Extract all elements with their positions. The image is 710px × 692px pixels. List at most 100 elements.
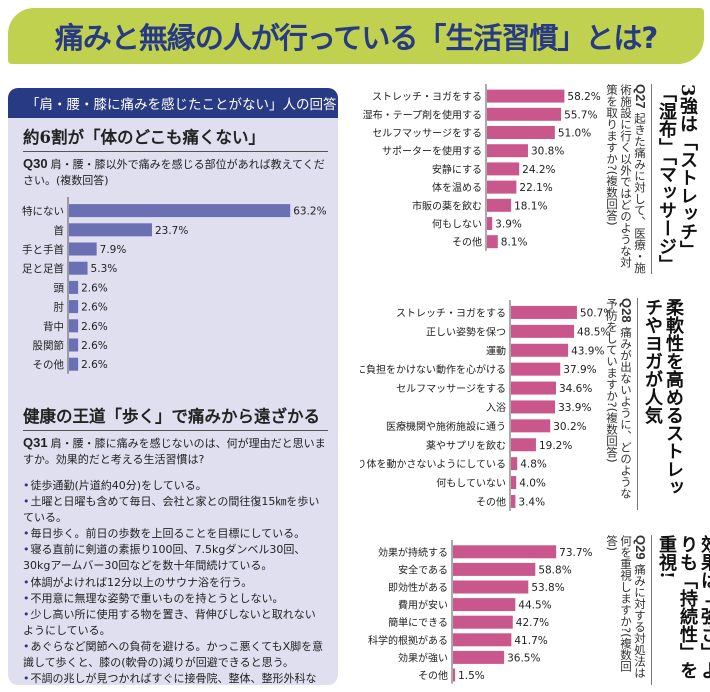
q29-bar [453,668,456,682]
q27-category-label: サポーターを使用する [382,145,482,158]
q30-category-label: その他 [33,358,65,371]
q27-label: Q27 [633,84,648,109]
q27-bar [487,217,493,230]
q27-bar [487,198,512,212]
q31-answer-item: 不調の兆しが見つかればすぐに接骨院、整体、整形外科などで診てもらってきた。 [23,671,326,685]
q29-bar [453,598,516,612]
q30-category-label: 股関節 [33,339,65,352]
q27-value-label: 22.1% [519,182,552,194]
q28-category-label: 正しい姿勢を保つ [426,325,506,338]
q27-category-label: 体を温める [432,182,482,194]
q29-value-label: 44.5% [518,600,551,612]
q30-category-label: 特にない [22,206,64,218]
q27-category-label: 湿布・テープ剤を使用する [363,108,482,121]
q29-question: Q29 痛みに対する対処法は何を重視しますか?(複数回答) [605,535,651,685]
title-banner: 痛みと無縁の人が行っている「生活習慣」とは? [8,8,704,64]
q28-bar [511,381,556,395]
q31-answer-item: 少し高い所に使用する物を置き、背伸びしないと取れないようにしている。 [23,607,326,639]
q31-answer-item: 不用意に無理な姿勢で重いものを持とうとしない。 [23,591,326,607]
q28-value-label: 3.4% [518,496,545,508]
q31-answer-list: 徒歩通勤(片道約40分)をしている。土曜と日曜も含めて毎日、会社と家との間往復1… [23,478,326,685]
q27-category-label: 何もしない [432,218,482,231]
q30-value-label: 5.3% [91,263,118,275]
q27-value-label: 30.8% [531,146,564,158]
q27-category-label: ストレッチ・ヨガをする [372,91,482,103]
q28-bar [511,324,575,338]
q28-value-label: 4.0% [519,478,546,490]
q30-label: Q30 [23,156,48,171]
q30-bar [69,338,79,352]
q28-value-label: 19.2% [539,440,572,452]
q28-bar-chart: ストレッチ・ヨガをする 50.7% 正しい姿勢を保つ 48.5% 運動 43.9% 体に負担… [360,300,610,511]
q30-category-label: 背中 [43,320,64,333]
q28-category-label: あまり体を動かさないようにしている [360,458,506,471]
q28-category-label: その他 [476,495,506,508]
q28-value-label: 50.7% [580,307,610,319]
q28-value-label: 4.8% [520,459,547,471]
q28-category-label: セルフマッサージをする [396,383,506,395]
q29-bar [453,650,505,664]
q28-category-label: 医療機関や施術施設に通う [386,420,506,433]
q30-value-label: 2.6% [81,282,108,294]
q28-category-label: 体に負担をかけない動作を心がける [360,363,506,376]
q28-value-label: 30.2% [553,421,586,433]
q30-bar [69,357,79,371]
q27-value-label: 55.7% [564,109,597,121]
q28-value-label: 43.9% [571,345,604,357]
q28-category-label: 何もしていない [436,477,506,490]
q28-text: 痛みが出ないように、どのような予防をしていますか?(複数回答) [605,298,633,499]
q28-bar [511,438,536,452]
q28-bar [511,305,577,319]
q29-value-label: 58.8% [538,564,571,576]
q29-label: Q29 [633,535,648,560]
q29-category-label: 即効性がある [388,581,448,594]
q28-bar [511,400,556,414]
q31-answer-item: 毎日歩く。前日の歩数を上回ることを目標にしている。 [23,526,326,542]
q31-answer-item: 徒歩通勤(片道約40分)をしている。 [23,478,326,494]
q29-category-label: 簡単にできる [388,616,448,629]
q30-value-label: 23.7% [155,225,188,237]
q27-bar [487,126,555,139]
q30-value-label: 2.6% [81,302,108,314]
q30-category-label: 手と手首 [22,243,64,256]
q29-bar [453,633,512,647]
q27-value-label: 24.2% [522,164,555,176]
q29-value-label: 53.8% [531,582,564,594]
q27-category-label: 安静にする [432,163,482,176]
section2-title: 健康の王道「歩く」で痛みから遠ざかる [23,403,328,431]
q28-value-label: 48.5% [577,326,610,338]
q27-bar [487,144,528,158]
q28-bar [511,494,516,508]
q30-bar [69,280,79,294]
q27-text: 起きた痛みに対して、医療・施術施設に行く以外ではどのような対策を取りますか?(複… [605,84,647,274]
q29-value-label: 1.5% [458,670,485,682]
q27-category-label: 市販の薬を飲む [412,199,482,212]
panel-header: 「肩・腰・膝に痛みを感じたことがない」人の回答 [8,88,338,118]
q28-bar [511,419,551,433]
q29-bar [453,615,513,629]
q30-value-label: 2.6% [81,321,108,333]
q30-text: 肩・腰・膝以外で痛みを感じる部位があれば教えてください。(複数回答) [23,158,325,187]
q28-bar [511,476,517,490]
q31-answer-item: あぐらなど関節への負荷を避ける。かっこ悪くてもX脚を意識して歩くと、膝の(軟骨の… [23,639,326,671]
q31-text: 肩・腰・膝に痛みを感じないのは、何が理由だと思いますか。効果的だと考える生活習慣… [23,437,326,466]
q29-category-label: 科学的根拠がある [368,634,448,647]
q29-category-label: 効果が強い [398,651,448,664]
q31-question: Q31 肩・腰・膝に痛みを感じないのは、何が理由だと思いますか。効果的だと考える生… [23,435,326,468]
q28-category-label: 入浴 [486,402,506,414]
q28-bar [511,457,518,471]
q30-bar [69,300,79,314]
q27-bar [487,107,562,121]
q28-category-label: 薬やサプリを飲む [426,439,506,452]
q27-value-label: 3.9% [495,219,522,231]
section1-title: 約6割が「体のどこも痛くない」 [23,124,328,152]
q29-bar [453,580,529,594]
q30-bar [69,204,291,218]
q30-bar [69,242,97,256]
q31-label: Q31 [23,435,48,450]
q28-value-label: 37.9% [563,364,596,376]
q29-headline: 効果は「強さ」よりも「持続性」を重視! [651,535,710,685]
q29-bar-chart: 効果が持続する 73.7% 安全である 58.8% 即効性がある 53.8% 費用が安い 44… [368,540,593,684]
q30-bar [69,261,88,275]
q28-bar [511,343,569,357]
